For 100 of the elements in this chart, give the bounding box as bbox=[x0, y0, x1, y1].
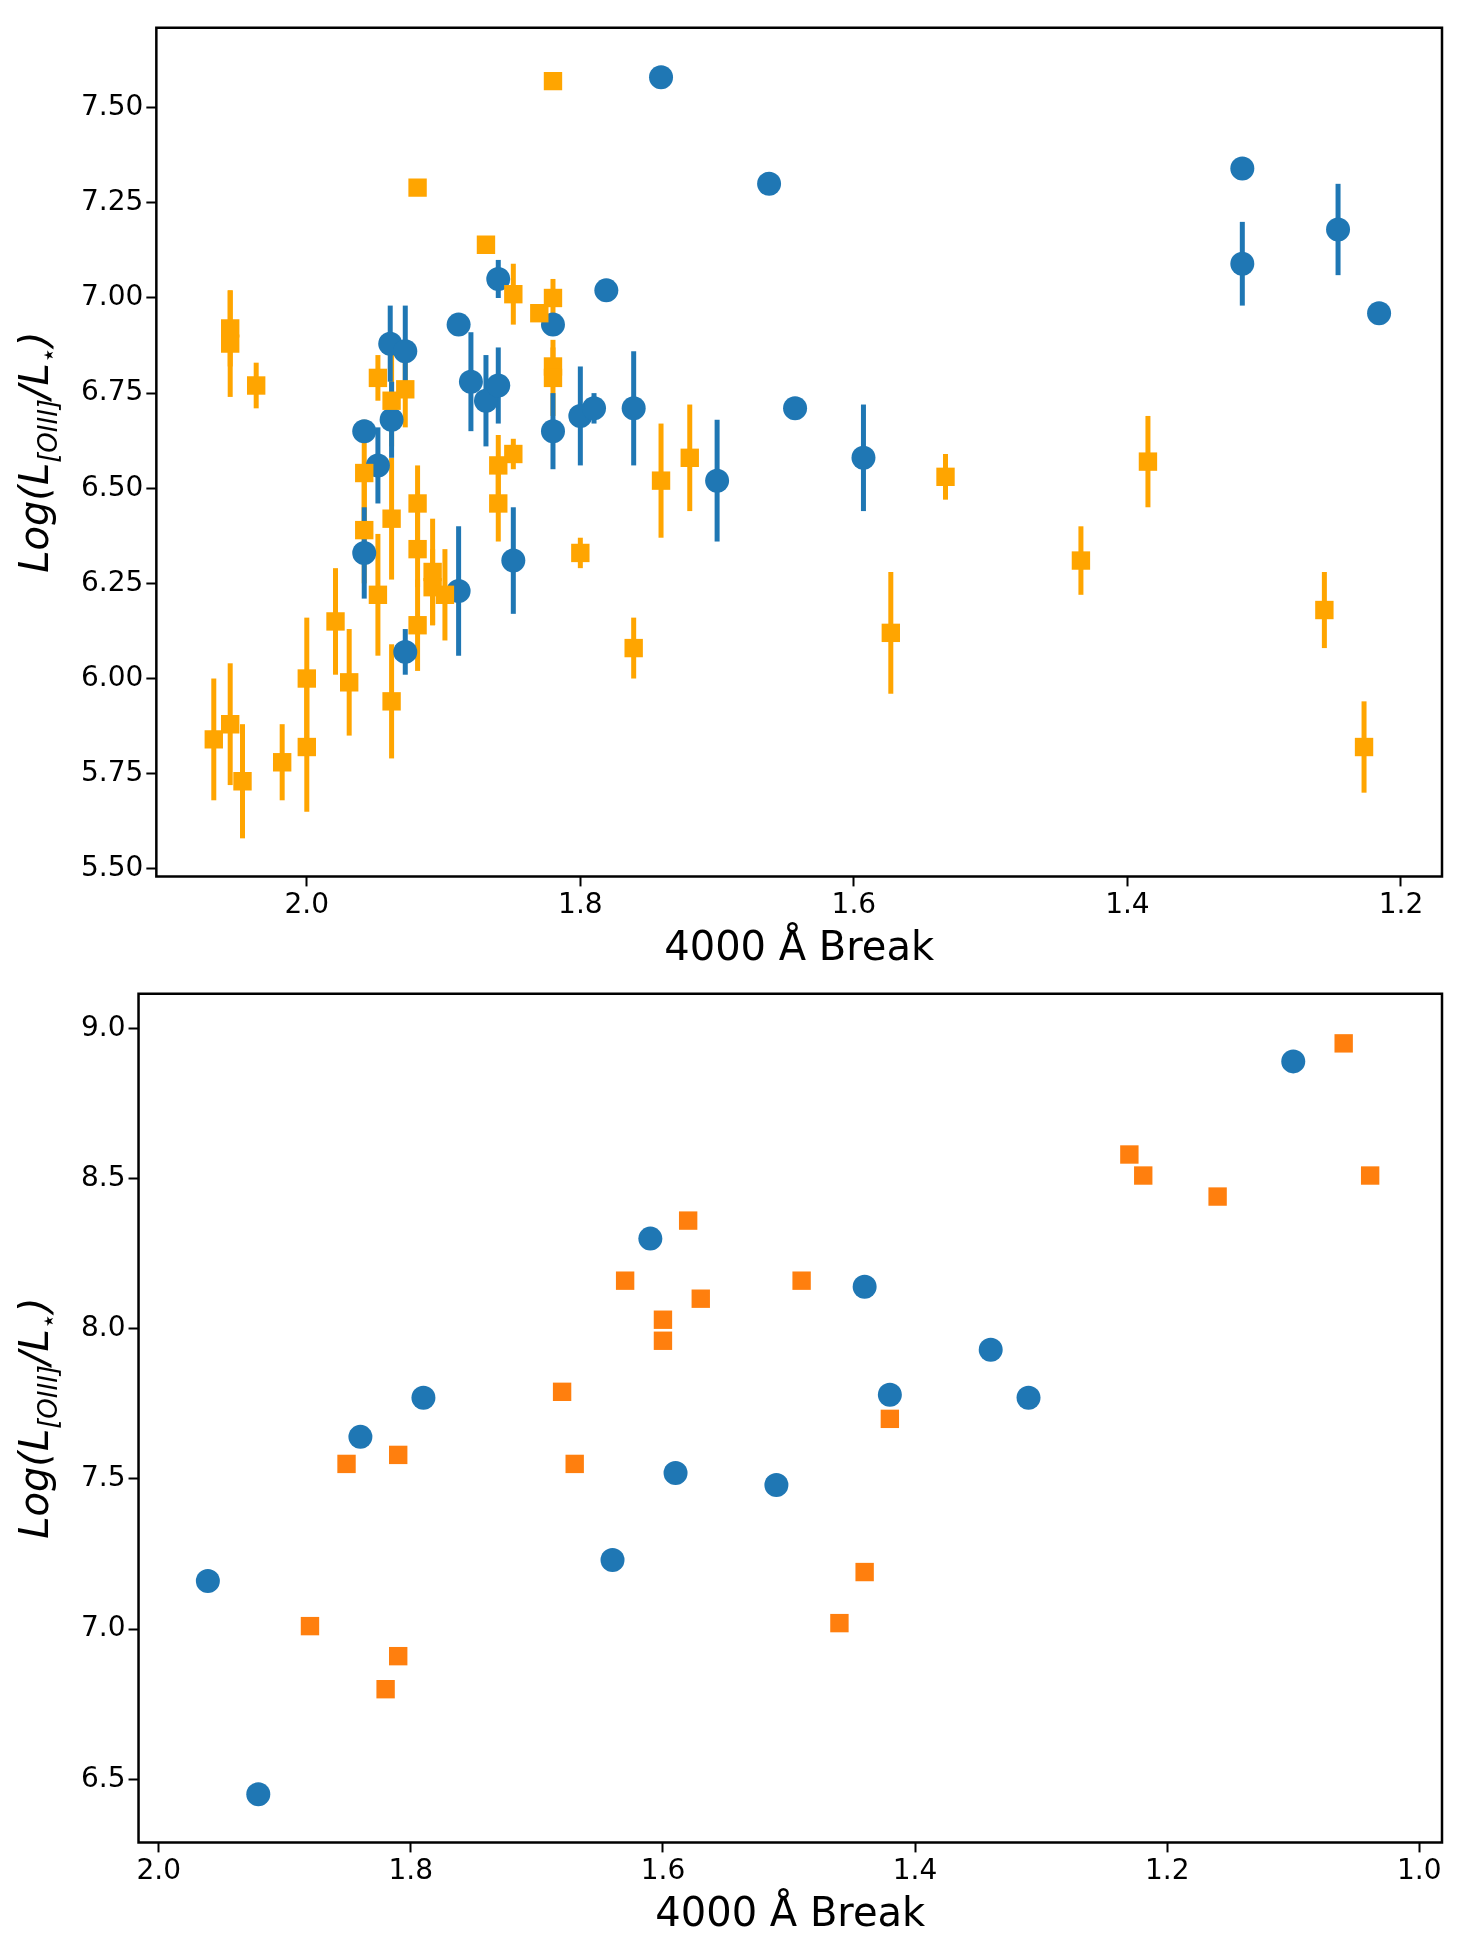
point bbox=[396, 380, 415, 399]
point bbox=[540, 312, 565, 337]
point bbox=[408, 494, 427, 513]
point bbox=[486, 266, 511, 291]
point bbox=[783, 396, 808, 421]
point bbox=[1230, 251, 1255, 276]
point bbox=[880, 1409, 900, 1429]
point bbox=[376, 1680, 395, 1699]
point bbox=[1334, 1034, 1353, 1053]
x-tick-label: 1.4 bbox=[1105, 887, 1150, 921]
y-axis-title: Log(L[OIII]/L⋆) bbox=[11, 331, 63, 573]
point bbox=[408, 539, 427, 559]
point bbox=[408, 178, 427, 197]
point bbox=[204, 730, 223, 749]
y-tick-label: 7.50 bbox=[81, 88, 144, 122]
point bbox=[1360, 1166, 1380, 1185]
point bbox=[649, 65, 674, 90]
point bbox=[486, 373, 511, 398]
y-tick-label: 7.5 bbox=[81, 1460, 126, 1494]
y-tick-label: 6.25 bbox=[81, 564, 144, 598]
point bbox=[272, 753, 292, 772]
point bbox=[653, 1310, 673, 1329]
point bbox=[1138, 452, 1158, 471]
y-tick-label: 5.75 bbox=[81, 754, 144, 788]
point bbox=[393, 339, 418, 364]
point bbox=[691, 1289, 710, 1308]
point bbox=[764, 1472, 789, 1497]
point bbox=[552, 1382, 572, 1402]
point bbox=[489, 456, 508, 475]
point bbox=[233, 772, 252, 791]
point bbox=[337, 1454, 356, 1474]
point bbox=[540, 419, 565, 444]
point bbox=[543, 288, 563, 308]
point bbox=[476, 235, 496, 254]
point bbox=[389, 1646, 408, 1666]
point bbox=[978, 1337, 1003, 1362]
point bbox=[600, 1548, 625, 1573]
point bbox=[355, 463, 374, 483]
point bbox=[340, 673, 359, 692]
point bbox=[705, 468, 730, 493]
y-tick-label: 6.00 bbox=[81, 659, 144, 693]
point bbox=[297, 669, 316, 688]
point bbox=[543, 368, 563, 388]
point bbox=[530, 304, 549, 323]
x-axis-title: 4000 Å Break bbox=[655, 1888, 927, 1936]
point bbox=[389, 1445, 408, 1465]
point bbox=[1230, 156, 1255, 181]
point bbox=[221, 334, 240, 353]
point bbox=[247, 376, 266, 395]
point bbox=[1326, 217, 1351, 242]
y-tick-label: 7.0 bbox=[81, 1610, 126, 1644]
point bbox=[1281, 1049, 1306, 1074]
point bbox=[565, 1454, 584, 1474]
y-tick-label: 8.5 bbox=[81, 1159, 126, 1193]
point bbox=[473, 388, 498, 413]
y-tick-label: 6.50 bbox=[81, 469, 144, 503]
point bbox=[615, 1271, 635, 1290]
point bbox=[594, 278, 619, 303]
point bbox=[489, 494, 508, 513]
point bbox=[624, 638, 643, 658]
point bbox=[680, 448, 699, 467]
x-tick-label: 2.0 bbox=[284, 887, 330, 921]
point bbox=[638, 1226, 663, 1251]
y-tick-label: 9.0 bbox=[81, 1009, 126, 1043]
point bbox=[1354, 737, 1374, 757]
point bbox=[1134, 1166, 1153, 1185]
point bbox=[852, 1274, 877, 1299]
x-tick-label: 1.8 bbox=[388, 1853, 434, 1887]
y-tick-label: 7.00 bbox=[81, 279, 144, 313]
point bbox=[651, 471, 671, 490]
y-axis-title: Log(L[OIII]/L⋆) bbox=[11, 1297, 63, 1539]
point bbox=[355, 520, 374, 540]
point bbox=[1367, 301, 1392, 326]
point bbox=[382, 692, 401, 711]
x-axis-title: 4000 Å Break bbox=[664, 922, 935, 970]
point bbox=[408, 616, 427, 635]
y-tick-label: 5.50 bbox=[81, 850, 144, 884]
x-tick-label: 1.6 bbox=[640, 1853, 686, 1887]
point bbox=[348, 1424, 373, 1449]
point bbox=[352, 419, 377, 444]
point bbox=[855, 1562, 874, 1582]
point bbox=[1016, 1385, 1041, 1410]
point bbox=[393, 639, 418, 664]
x-tick-label: 1.8 bbox=[558, 887, 603, 921]
point bbox=[368, 368, 388, 388]
x-tick-label: 1.2 bbox=[1144, 1853, 1190, 1887]
point bbox=[1315, 600, 1334, 620]
point bbox=[246, 1782, 271, 1807]
point bbox=[195, 1569, 220, 1594]
point bbox=[877, 1382, 902, 1407]
point bbox=[458, 369, 483, 394]
point bbox=[571, 543, 590, 563]
x-tick-label: 2.0 bbox=[136, 1853, 181, 1887]
point bbox=[582, 396, 607, 421]
point bbox=[757, 171, 782, 196]
y-tick-label: 8.0 bbox=[81, 1310, 126, 1344]
point bbox=[621, 396, 646, 421]
point bbox=[379, 407, 404, 432]
x-tick-label: 1.2 bbox=[1378, 887, 1424, 921]
x-tick-label: 1.4 bbox=[892, 1853, 938, 1887]
